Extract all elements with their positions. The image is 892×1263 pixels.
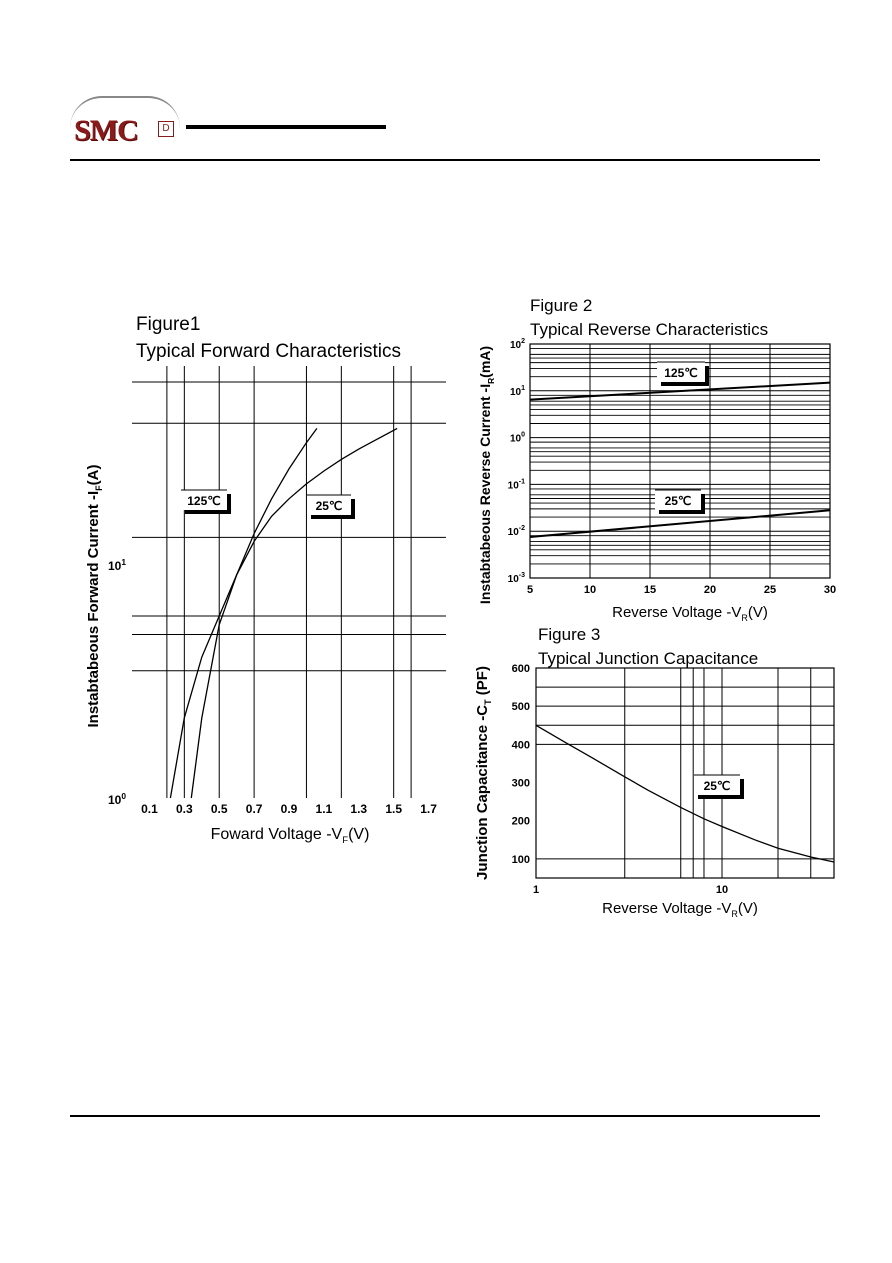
series-line-125c <box>529 381 831 401</box>
logo-arc <box>70 96 180 128</box>
x-tick-label: 0.9 <box>281 802 298 816</box>
series-label-25c: 25℃ <box>316 499 343 513</box>
x-tick-label: 0.1 <box>141 802 158 816</box>
series-label-25c-box <box>655 490 701 510</box>
y-tick-label: 102 <box>510 338 525 351</box>
x-tick-label: 0.5 <box>211 802 228 816</box>
chart-title: Figure 3 <box>538 625 600 644</box>
y-tick-label: 100 <box>512 854 530 866</box>
series-line-25c <box>535 724 835 863</box>
chart-subtitle: Typical Junction Capacitance <box>538 649 758 668</box>
y-tick-label: 100 <box>510 432 525 445</box>
x-tick-label: 1.3 <box>350 802 367 816</box>
x-axis-label: Reverse Voltage -VR(V) <box>602 900 758 919</box>
x-tick-label: 15 <box>644 584 656 596</box>
header-bar <box>186 125 386 129</box>
y-tick-label: 101 <box>510 385 525 398</box>
y-tick-label: 600 <box>512 663 530 675</box>
x-tick-label: 0.7 <box>246 802 263 816</box>
series-label-125c-box <box>181 490 227 510</box>
smc-logo: SMC D <box>70 96 180 150</box>
y-tick-label: 300 <box>512 778 530 790</box>
x-tick-label: 20 <box>704 584 716 596</box>
x-tick-label: 1.1 <box>316 802 333 816</box>
chart-subtitle: Typical Reverse Characteristics <box>530 320 768 339</box>
diode-mark-icon: D <box>158 121 174 137</box>
chart-title: Figure1 <box>136 314 200 335</box>
chart-title: Figure 2 <box>530 296 592 315</box>
y-tick-label: 200 <box>512 816 530 828</box>
series-line-25c <box>529 509 831 538</box>
x-tick-label: 1.7 <box>420 802 437 816</box>
x-tick-label: 5 <box>527 584 533 596</box>
series-label-25c: 25℃ <box>665 494 692 508</box>
series-line-125c <box>169 428 318 799</box>
y-tick-label: 500 <box>512 701 530 713</box>
y-tick-label: 10-2 <box>508 525 525 538</box>
y-axis-label: Instabtabeous Reverse Current -IR(mA) <box>477 346 496 604</box>
header-rule <box>70 159 820 161</box>
series-label-125c: 125℃ <box>187 494 221 508</box>
logo-text: SMC <box>74 114 139 147</box>
y-tick-label: 400 <box>512 739 530 751</box>
series-label-125c: 125℃ <box>664 366 698 380</box>
x-tick-label: 30 <box>824 584 836 596</box>
y-tick-label: 101 <box>108 557 126 573</box>
chart-subtitle: Typical Forward Characteristics <box>136 341 401 362</box>
series-label-25c: 25℃ <box>704 779 731 793</box>
footer-rule <box>70 1115 820 1117</box>
x-tick-label: 1.5 <box>385 802 402 816</box>
y-tick-label: 10-1 <box>508 478 525 491</box>
y-axis-label: Instabtabeous Forward Current -IF(A) <box>85 464 104 727</box>
x-axis-label: Foward Voltage -VF(V) <box>211 826 370 846</box>
y-tick-label: 100 <box>108 791 126 807</box>
plot-frame <box>535 667 835 879</box>
x-tick-label: 10 <box>584 584 596 596</box>
x-axis-label: Reverse Voltage -VR(V) <box>612 604 768 623</box>
y-axis-label: Junction Capacitance -CT (PF) <box>474 666 493 880</box>
x-tick-label: 0.3 <box>176 802 193 816</box>
series-label-125c-box <box>657 362 705 382</box>
y-tick-label: 10-3 <box>508 572 525 585</box>
x-tick-label: 1 <box>533 884 539 896</box>
x-tick-label: 25 <box>764 584 776 596</box>
series-label-25c-box <box>694 775 740 795</box>
series-label-25c-box <box>307 495 351 515</box>
x-tick-label: 10 <box>716 884 728 896</box>
series-line-25c <box>190 427 398 799</box>
